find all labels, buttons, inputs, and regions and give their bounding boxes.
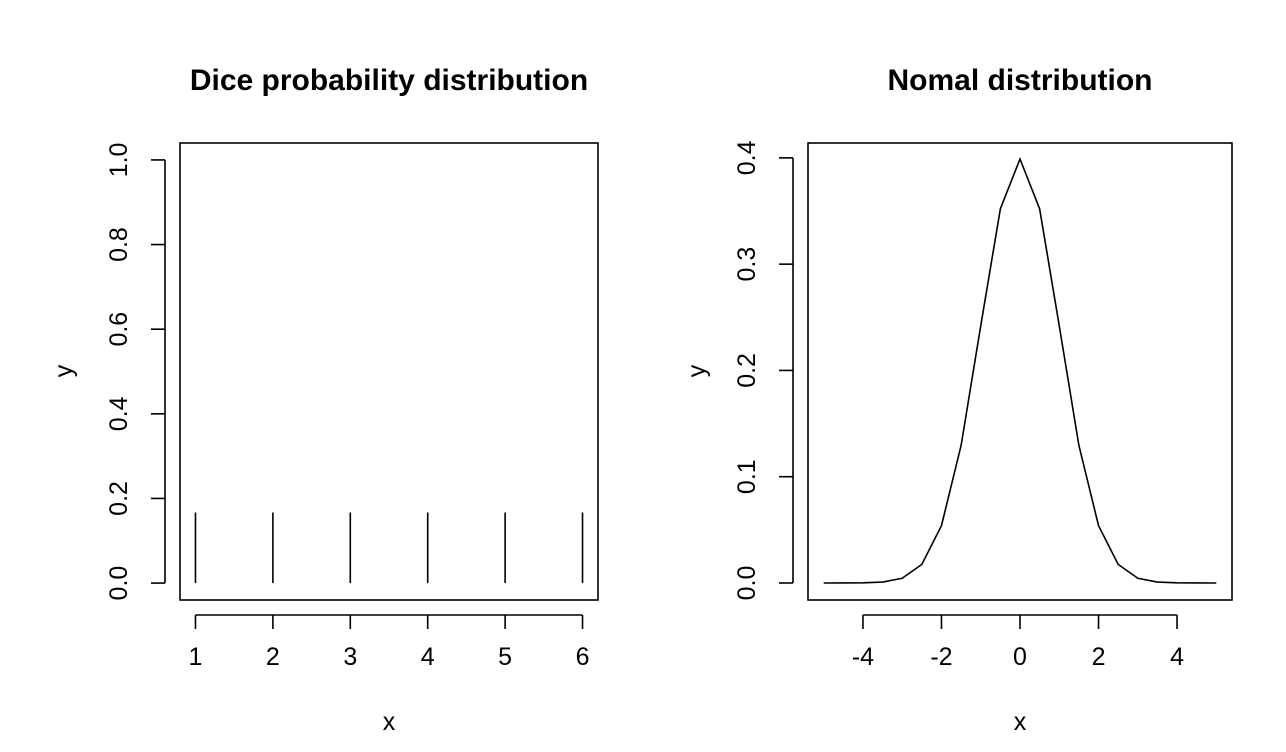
y-tick-label: 0.0 — [105, 566, 133, 601]
x-tick-label: 5 — [498, 643, 512, 671]
y-tick-label: 0.0 — [733, 566, 761, 601]
y-tick-label: 0.3 — [733, 247, 761, 282]
x-tick-label: 0 — [1013, 643, 1027, 671]
y-tick-label: 0.4 — [105, 396, 133, 431]
normal-chart-panel: Nomal distribution x y -4 -2 0 2 4 0.0 0.1 0.2… — [683, 64, 1233, 736]
y-tick-label: 0.1 — [733, 459, 761, 494]
y-axis: 0.0 0.2 0.4 0.6 0.8 1.0 — [105, 143, 166, 601]
plot-frame — [807, 142, 1233, 601]
needle-marks — [194, 512, 584, 584]
x-tick-label: -4 — [852, 643, 874, 671]
x-tick-label: 4 — [421, 643, 435, 671]
x-tick-label: 2 — [1092, 643, 1106, 671]
dice-chart-panel: Dice probability distribution x y 1 2 3 4 5 6… — [50, 64, 599, 736]
y-tick-label: 0.2 — [105, 481, 133, 516]
y-tick-label: 0.4 — [733, 140, 761, 175]
x-axis-label: x — [1014, 708, 1027, 736]
x-axis: -4 -2 0 2 4 — [852, 614, 1184, 671]
y-tick-label: 0.6 — [105, 312, 133, 347]
y-tick-label: 0.8 — [105, 227, 133, 262]
y-axis: 0.0 0.1 0.2 0.3 0.4 — [733, 140, 794, 601]
y-tick-label: 0.2 — [733, 353, 761, 388]
chart-title: Dice probability distribution — [190, 64, 588, 97]
x-tick-label: 6 — [576, 643, 590, 671]
x-tick-label: 1 — [189, 643, 203, 671]
x-tick-label: 2 — [266, 643, 280, 671]
y-tick-label: 1.0 — [105, 143, 133, 178]
x-axis: 1 2 3 4 5 6 — [189, 614, 590, 671]
y-axis-label: y — [50, 364, 78, 377]
y-axis-label: y — [683, 364, 711, 377]
chart-title: Nomal distribution — [888, 64, 1153, 97]
density-curve — [823, 156, 1217, 584]
x-tick-label: 4 — [1170, 643, 1184, 671]
line-marks — [823, 156, 1217, 584]
plot-frame — [179, 142, 599, 601]
x-tick-label: 3 — [343, 643, 357, 671]
x-axis-label: x — [383, 708, 396, 736]
x-tick-label: -2 — [930, 643, 952, 671]
